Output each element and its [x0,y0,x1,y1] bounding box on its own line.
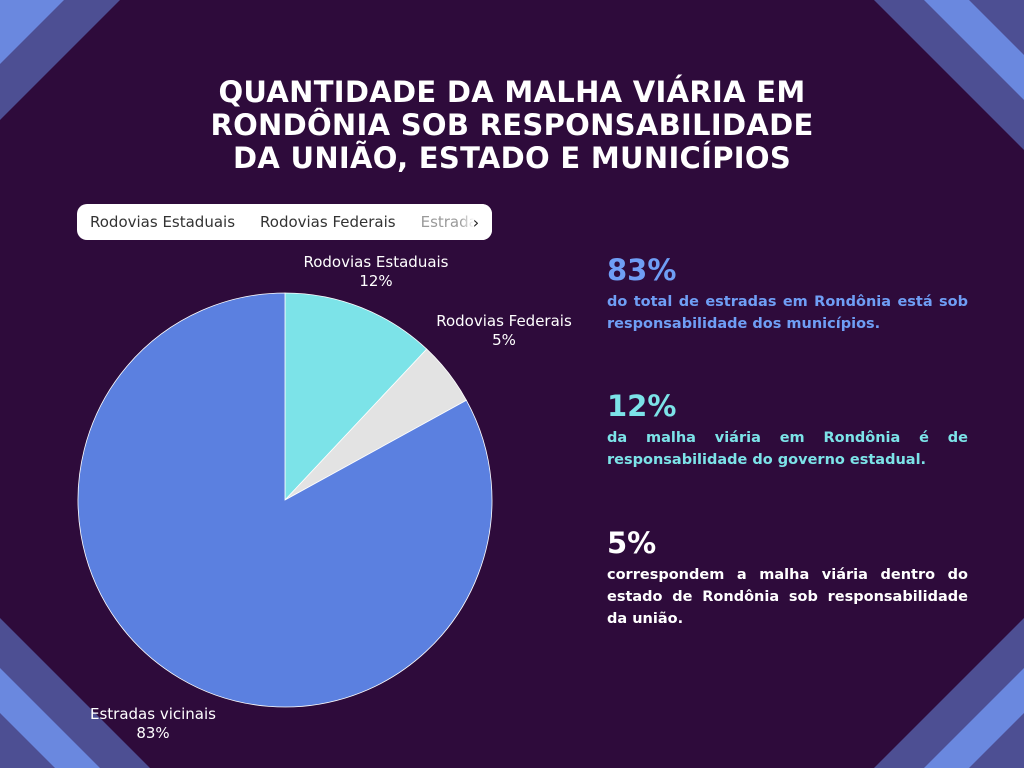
slice-label-rodovias-estaduais: Rodovias Estaduais 12% [298,253,454,291]
stat-percent: 12% [607,389,677,423]
stat-block-estado: 12% da malha viária em Rondônia é de res… [607,389,968,471]
slice-label-name: Rodovias Federais [436,312,572,330]
pie-slice-estradas-vicinais [77,292,493,708]
stat-description: do total de estradas em Rondônia está so… [607,294,968,332]
slice-label-value: 83% [136,724,170,742]
slice-label-estradas-vicinais: Estradas vicinais 83% [83,705,223,743]
legend-item-rodovias-estaduais[interactable]: Rodovias Estaduais [90,213,236,231]
slice-label-name: Rodovias Estaduais [303,253,449,271]
stat-description: correspondem a malha viária dentro do es… [607,567,968,627]
pie-slice-rodovias-estaduais [284,292,428,502]
title-line: RONDÔNIA SOB RESPONSABILIDADE [210,108,814,142]
title-line: QUANTIDADE DA MALHA VIÁRIA EM [218,75,806,109]
stat-block-municipios: 83% do total de estradas em Rondônia est… [607,253,968,335]
corner-decoration-top-left [0,0,120,120]
slice-label-value: 5% [492,331,516,349]
stat-percent: 5% [607,526,657,560]
slice-label-name: Estradas vicinais [90,705,216,723]
legend-next-button[interactable]: › [460,204,492,240]
legend-item-rodovias-federais[interactable]: Rodovias Federais [260,213,396,231]
stat-percent: 83% [607,253,677,287]
corner-decoration-top-right [874,0,1024,150]
stat-description: da malha viária em Rondônia é de respons… [607,430,968,468]
pie-chart [77,292,493,708]
stat-block-uniao: 5% correspondem a malha viária dentro do… [607,526,968,630]
corner-decoration-bottom-right [874,618,1024,768]
slice-label-value: 12% [359,272,393,290]
chart-title: QUANTIDADE DA MALHA VIÁRIA EM RONDÔNIA S… [160,76,864,175]
corner-decoration-bottom-left [0,618,150,768]
title-line: DA UNIÃO, ESTADO E MUNICÍPIOS [232,141,791,175]
chevron-right-icon: › [472,212,480,232]
chart-legend: Rodovias Estaduais Rodovias Federais Est… [77,204,492,240]
slice-label-rodovias-federais: Rodovias Federais 5% [430,312,578,350]
